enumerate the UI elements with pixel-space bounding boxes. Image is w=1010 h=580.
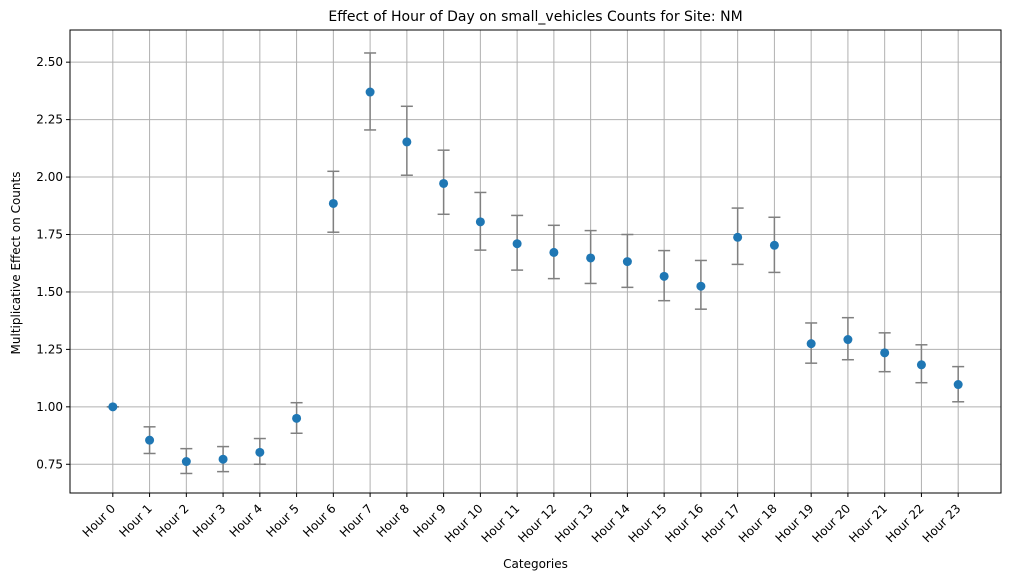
y-tick-label: 2.25 — [36, 113, 63, 127]
y-tick-label: 2.50 — [36, 55, 63, 69]
y-tick-label: 0.75 — [36, 457, 63, 471]
plot-frame — [69, 29, 1002, 494]
data-point — [696, 281, 706, 291]
data-point — [733, 232, 743, 242]
x-axis-label: Categories — [503, 557, 568, 571]
data-point — [328, 198, 338, 208]
y-tick-label: 1.25 — [36, 342, 63, 356]
y-tick-label: 1.00 — [36, 400, 63, 414]
chart-title: Effect of Hour of Day on small_vehicles … — [328, 9, 742, 25]
data-point — [181, 457, 191, 467]
y-tick-label: 1.75 — [36, 228, 63, 242]
data-point — [769, 240, 779, 250]
data-point — [108, 402, 118, 412]
y-tick-label: 2.00 — [36, 170, 63, 184]
data-point — [512, 239, 522, 249]
data-point — [659, 271, 669, 281]
y-axis-label: Multiplicative Effect on Counts — [9, 172, 23, 355]
data-point — [439, 178, 449, 188]
data-point — [365, 87, 375, 97]
y-tick-label: 1.50 — [36, 285, 63, 299]
data-point — [475, 217, 485, 227]
data-point — [402, 137, 412, 147]
data-point — [880, 348, 890, 358]
data-point — [255, 447, 265, 457]
data-point — [953, 380, 963, 390]
data-point — [916, 360, 926, 370]
data-point — [843, 335, 853, 345]
data-point — [586, 253, 596, 263]
error-bars — [106, 52, 965, 475]
data-point — [549, 247, 559, 257]
data-points — [108, 87, 963, 467]
data-point — [806, 339, 816, 349]
data-point — [218, 454, 228, 464]
data-point — [622, 257, 632, 267]
y-axis-ticks: 0.75 1.00 1.25 1.50 1.75 2.00 2.25 2.50 — [36, 55, 70, 471]
data-point — [292, 413, 302, 423]
data-point — [145, 435, 155, 445]
